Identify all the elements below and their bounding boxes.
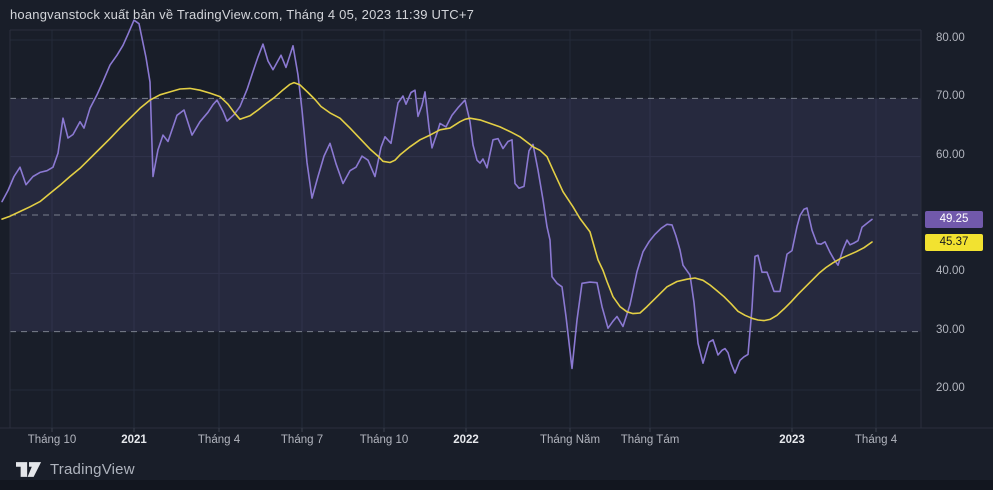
price-axis[interactable]: 80.00 70.00 60.00 40.00 30.00 20.00 49.25 45.37 <box>922 0 993 455</box>
tradingview-brand-text[interactable]: TradingView <box>50 461 135 478</box>
y-axis-label: 70.00 <box>936 90 965 103</box>
x-axis-label: Tháng 10 <box>27 434 77 446</box>
time-axis[interactable]: Tháng 10 2021 Tháng 4 Tháng 7 Tháng 10 2022 Th… <box>0 428 993 455</box>
attribution-text: hoangvanstock xuất bản về TradingView.co… <box>10 7 475 22</box>
series-moving-average-line <box>1 81 873 322</box>
x-axis-label: 2021 <box>121 434 147 446</box>
price-label-ma: 45.37 <box>925 233 983 251</box>
y-axis-label: 80.00 <box>936 32 965 44</box>
price-label-indicator: 49.25 <box>925 210 983 228</box>
x-axis-label: Tháng 4 <box>197 434 241 446</box>
y-axis-label: 30.00 <box>936 323 965 336</box>
footer-bar: TradingView <box>16 459 135 480</box>
x-axis-label: 2023 <box>779 434 805 446</box>
x-axis-label: Tháng Tám <box>620 434 680 446</box>
x-axis-label: Tháng 7 <box>280 434 324 446</box>
tradingview-logo-icon[interactable] <box>16 460 42 479</box>
x-axis-label: Tháng Năm <box>539 434 601 446</box>
x-axis-label: Tháng 10 <box>359 434 409 446</box>
y-axis-label: 60.00 <box>936 148 965 161</box>
bottom-strip <box>0 480 993 490</box>
x-axis-label: 2022 <box>453 434 479 446</box>
y-axis-label: 40.00 <box>936 265 965 278</box>
y-axis-label: 20.00 <box>936 382 965 394</box>
series-indicator-line <box>1 19 873 374</box>
x-axis-label: Tháng 4 <box>854 434 898 446</box>
